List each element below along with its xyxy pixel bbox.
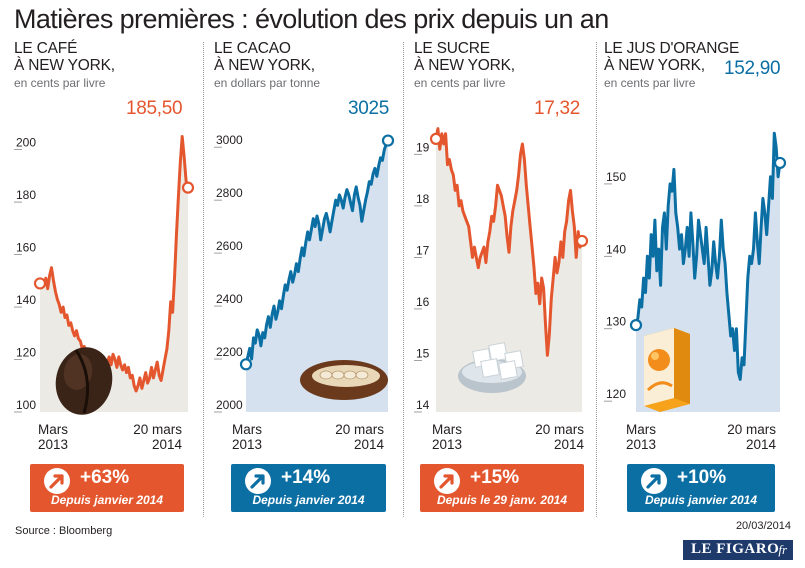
arrow-up-right-icon	[434, 468, 460, 494]
x-label-end: 20 mars 2014	[133, 422, 182, 452]
arrow-glyph	[439, 474, 454, 489]
y-tick-label: 19	[416, 140, 430, 154]
divider	[203, 42, 204, 517]
logo-text: LE FIGARO	[691, 541, 780, 557]
arrow-glyph	[646, 474, 661, 489]
chart-plot: 120 130 140 150	[604, 131, 787, 412]
change-badge: +15% Depuis le 29 janv. 2014	[420, 464, 584, 512]
series-area	[40, 136, 188, 412]
unit-label: en dollars par tonne	[214, 76, 321, 90]
start-point-marker	[629, 319, 643, 332]
divider	[403, 42, 404, 517]
y-tick-label: 17	[416, 243, 430, 257]
x-label-end: 20 mars 2014	[335, 422, 384, 452]
cocoa-pod-icon	[300, 360, 388, 400]
start-point-marker	[429, 132, 443, 145]
orange-juice-panel: LE JUS D'ORANGE À NEW YORK, en cents par l…	[604, 38, 794, 518]
chart-title: LE JUS D'ORANGE À NEW YORK,	[604, 40, 740, 74]
latest-value-label: 185,50	[126, 98, 183, 119]
y-tick-label: 14	[416, 398, 430, 412]
arrow-up-right-icon	[641, 468, 667, 494]
x-label-start: Mars 2013	[626, 422, 657, 452]
y-tick-label: 100	[16, 398, 36, 412]
y-tick-label: 2600	[216, 239, 243, 253]
arrow-glyph	[49, 474, 64, 489]
y-tick-label: 2800	[216, 186, 243, 200]
change-since-label: Depuis le 29 janv. 2014	[436, 493, 568, 507]
latest-value-label: 152,90	[724, 58, 781, 79]
x-label-start: Mars 2013	[232, 422, 263, 452]
unit-label: en cents par livre	[14, 76, 106, 90]
y-tick-label: 140	[606, 242, 626, 256]
chart-title: LE CACAO À NEW YORK,	[214, 40, 315, 74]
series-line	[244, 139, 390, 365]
publication-date: 20/03/2014	[735, 520, 791, 532]
x-label-end: 20 mars 2014	[535, 422, 584, 452]
change-badge: +63% Depuis janvier 2014	[30, 464, 184, 512]
y-tick-label: 2000	[216, 398, 243, 412]
orange-juice-carton-icon	[644, 328, 690, 412]
y-tick-label: 15	[416, 346, 430, 360]
series-line	[634, 131, 782, 381]
y-tick-label: 120	[16, 346, 36, 360]
y-tick-label: 130	[606, 315, 626, 329]
unit-label: en cents par livre	[414, 76, 506, 90]
page-title: Matières premières : évolution des prix …	[14, 4, 609, 34]
x-label-start: Mars 2013	[432, 422, 463, 452]
chart-title: LE CAFÉ À NEW YORK,	[14, 40, 115, 74]
change-percent: +63%	[80, 467, 130, 488]
sugar-panel: LE SUCRE À NEW YORK, en cents par livre 14 1…	[414, 38, 594, 518]
change-since-label: Depuis janvier 2014	[644, 493, 758, 507]
coffee-panel: LE CAFÉ À NEW YORK, en cents par livre 100 1…	[14, 38, 200, 518]
change-badge: +14% Depuis janvier 2014	[231, 464, 386, 512]
source-note: Source : Bloomberg	[15, 525, 113, 537]
cocoa-panel: LE CACAO À NEW YORK, en dollars par tonne 2…	[214, 38, 400, 518]
chart-title: LE SUCRE À NEW YORK,	[414, 40, 515, 74]
le-figaro-logo: LE FIGARO ·fr	[683, 540, 793, 560]
y-tick-label: 180	[16, 188, 36, 202]
y-tick-label: 2200	[216, 345, 243, 359]
arrow-glyph	[250, 474, 265, 489]
series-area	[246, 140, 388, 412]
divider	[596, 42, 597, 517]
end-point-marker	[181, 181, 195, 194]
y-tick-label: 160	[16, 241, 36, 255]
arrow-up-right-icon	[245, 468, 271, 494]
chart-plot: 100 120 140 160 180 200	[14, 135, 195, 415]
y-tick-label: 150	[606, 170, 626, 184]
change-since-label: Depuis janvier 2014	[252, 493, 365, 507]
change-since-label: Depuis janvier 2014	[50, 493, 164, 507]
change-badge: +10% Depuis janvier 2014	[627, 464, 775, 512]
start-point-marker	[239, 358, 253, 371]
sugar-cubes-icon	[458, 342, 526, 393]
change-percent: +10%	[677, 467, 727, 488]
latest-value-label: 3025	[348, 98, 390, 119]
chart-plot: 14 15 16 17 18 19	[414, 127, 589, 413]
logo-suffix: ·fr	[775, 542, 787, 557]
chart-plot: 2000 2200 2400 2600 2800 3000	[214, 133, 395, 413]
series-line	[434, 127, 584, 357]
end-point-marker	[575, 234, 589, 248]
y-tick-label: 200	[16, 136, 36, 150]
start-point-marker	[33, 277, 47, 290]
x-label-end: 20 mars 2014	[727, 422, 776, 452]
y-tick-label: 3000	[216, 133, 243, 147]
unit-label: en cents par livre	[604, 76, 696, 90]
coffee-bean-icon	[55, 347, 113, 415]
end-point-marker	[773, 156, 787, 170]
latest-value-label: 17,32	[534, 98, 581, 119]
arrow-up-right-icon	[44, 468, 70, 494]
y-tick-label: 120	[606, 387, 626, 401]
y-tick-label: 18	[416, 192, 430, 206]
y-tick-label: 140	[16, 293, 36, 307]
x-label-start: Mars 2013	[38, 422, 69, 452]
change-percent: +14%	[281, 467, 331, 488]
series-line	[38, 135, 190, 393]
change-percent: +15%	[470, 467, 520, 488]
end-point-marker	[381, 134, 395, 147]
y-tick-label: 2400	[216, 292, 243, 306]
y-tick-label: 16	[416, 295, 430, 309]
